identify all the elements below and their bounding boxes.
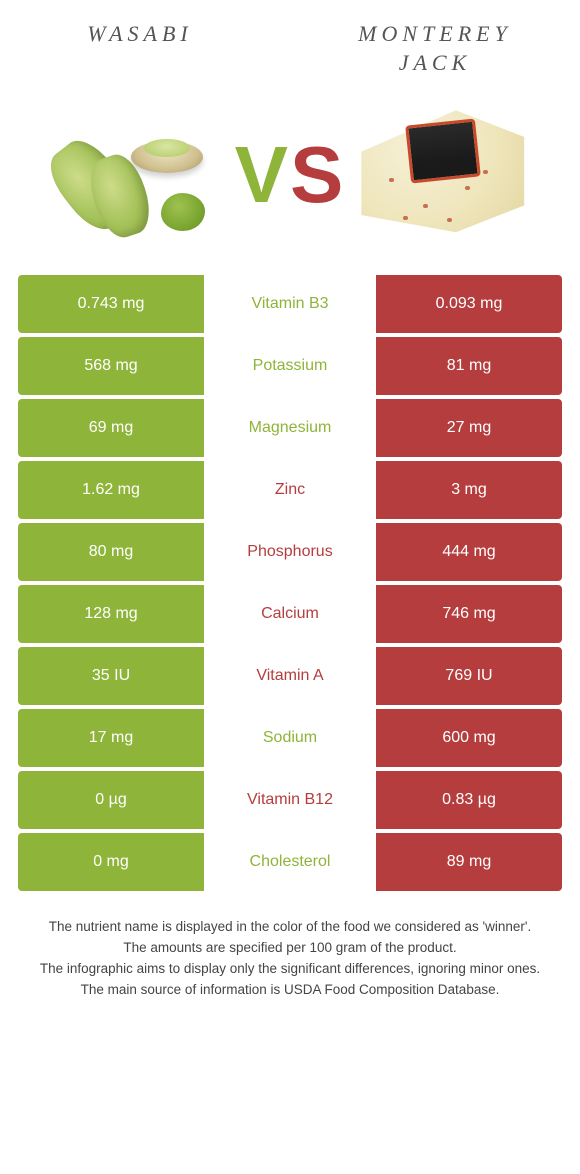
table-row: 128 mgCalcium746 mg — [18, 585, 562, 643]
vs-s: S — [290, 130, 345, 219]
left-value: 128 mg — [18, 585, 204, 643]
footer-line: The amounts are specified per 100 gram o… — [24, 938, 556, 959]
table-row: 1.62 mgZinc3 mg — [18, 461, 562, 519]
left-value: 568 mg — [18, 337, 204, 395]
vs-v: V — [235, 130, 290, 219]
table-row: 0.743 mgVitamin B30.093 mg — [18, 275, 562, 333]
left-value: 1.62 mg — [18, 461, 204, 519]
hero-row: VS — [18, 95, 562, 255]
cheese-illustration — [355, 100, 530, 250]
left-value: 0 mg — [18, 833, 204, 891]
nutrient-table: 0.743 mgVitamin B30.093 mg568 mgPotassiu… — [18, 275, 562, 891]
nutrient-name: Calcium — [204, 585, 376, 643]
nutrient-name: Magnesium — [204, 399, 376, 457]
wasabi-illustration — [50, 100, 225, 250]
right-value: 444 mg — [376, 523, 562, 581]
right-value: 27 mg — [376, 399, 562, 457]
table-row: 80 mgPhosphorus444 mg — [18, 523, 562, 581]
table-row: 568 mgPotassium81 mg — [18, 337, 562, 395]
nutrient-name: Zinc — [204, 461, 376, 519]
left-food-title: Wasabi — [40, 20, 240, 49]
right-value: 600 mg — [376, 709, 562, 767]
nutrient-name: Cholesterol — [204, 833, 376, 891]
table-row: 35 IUVitamin A769 IU — [18, 647, 562, 705]
left-value: 0.743 mg — [18, 275, 204, 333]
footer-line: The nutrient name is displayed in the co… — [24, 917, 556, 938]
nutrient-name: Vitamin B12 — [204, 771, 376, 829]
right-value: 746 mg — [376, 585, 562, 643]
table-row: 0 mgCholesterol89 mg — [18, 833, 562, 891]
footer-line: The infographic aims to display only the… — [24, 959, 556, 980]
right-value: 769 IU — [376, 647, 562, 705]
footer-notes: The nutrient name is displayed in the co… — [18, 917, 562, 1001]
table-row: 0 µgVitamin B120.83 µg — [18, 771, 562, 829]
nutrient-name: Potassium — [204, 337, 376, 395]
nutrient-name: Phosphorus — [204, 523, 376, 581]
nutrient-name: Vitamin A — [204, 647, 376, 705]
vs-label: VS — [235, 135, 346, 215]
right-value: 0.83 µg — [376, 771, 562, 829]
infographic: Wasabi Monterey Jack VS — [0, 0, 580, 1009]
right-value: 0.093 mg — [376, 275, 562, 333]
title-row: Wasabi Monterey Jack — [18, 20, 562, 87]
table-row: 69 mgMagnesium27 mg — [18, 399, 562, 457]
left-value: 69 mg — [18, 399, 204, 457]
table-row: 17 mgSodium600 mg — [18, 709, 562, 767]
right-value: 3 mg — [376, 461, 562, 519]
nutrient-name: Vitamin B3 — [204, 275, 376, 333]
left-value: 17 mg — [18, 709, 204, 767]
footer-line: The main source of information is USDA F… — [24, 980, 556, 1001]
nutrient-name: Sodium — [204, 709, 376, 767]
right-value: 89 mg — [376, 833, 562, 891]
left-value: 80 mg — [18, 523, 204, 581]
right-value: 81 mg — [376, 337, 562, 395]
right-food-title: Monterey Jack — [330, 20, 540, 77]
left-value: 35 IU — [18, 647, 204, 705]
left-value: 0 µg — [18, 771, 204, 829]
